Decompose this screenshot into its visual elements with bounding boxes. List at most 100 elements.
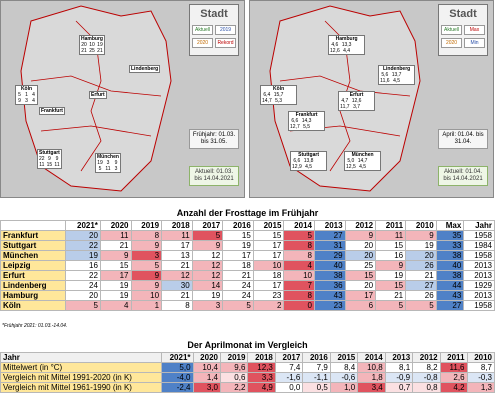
- table-cell: 8: [283, 250, 315, 261]
- table-cell: 29: [313, 250, 346, 261]
- table-cell: 4: [283, 260, 315, 271]
- header-name: [0, 220, 67, 231]
- city-box-stuttgart: Stuttgart 6,6 13,8 12,9 4,5: [290, 151, 328, 171]
- table-cell: 8,4: [329, 362, 359, 373]
- table-cell: 0: [283, 300, 315, 311]
- city-box-muenchen: München 19 3 9 5 11 3: [95, 153, 121, 173]
- row-label: Mittelwert (in °C): [0, 362, 163, 373]
- table-cell: -0,8: [412, 372, 441, 383]
- header-col: 2013: [313, 220, 346, 231]
- row-label: Vergleich mit Mittel 1961-1990 (in K): [0, 382, 163, 393]
- info-current: Aktuell: 01.04. bis 14.04.2021: [438, 166, 488, 187]
- table-cell: 8,1: [384, 362, 414, 373]
- table-cell: 16: [65, 260, 101, 271]
- table-cell: 18: [252, 270, 285, 281]
- table-cell: 20: [344, 250, 377, 261]
- table-cell: 3: [191, 300, 224, 311]
- table2-title: Der Aprilmonat im Vergleich: [187, 340, 308, 350]
- table-cell: 40: [313, 260, 346, 271]
- table-cell: 30: [161, 280, 193, 291]
- table-cell: 35: [435, 230, 465, 241]
- table-row: Hamburg 20 19 10 21 19 24 23 8 43 17 21 26 43 2013: [0, 290, 495, 301]
- table-cell: 24: [222, 290, 254, 301]
- table-cell: 8,2: [412, 362, 441, 373]
- table-cell: 5,0: [161, 362, 194, 373]
- city-box-frankfurt: Frankfurt: [39, 107, 65, 115]
- table-cell: 9: [405, 230, 437, 241]
- table-cell: 7,4: [274, 362, 304, 373]
- table-row: Leipzig 16 15 5 21 12 18 10 4 40 25 9 26 40 2013: [0, 260, 495, 271]
- table-cell: 20: [65, 230, 101, 241]
- city-name: Erfurt: [0, 270, 67, 281]
- map-panel-left: Stadt Aktuell 2019 2020 Rekord Frühjahr:…: [0, 0, 245, 198]
- table-cell: 1,0: [329, 382, 359, 393]
- table-cell: 15: [375, 280, 407, 291]
- table-cell: 9,6: [219, 362, 249, 373]
- table-cell: 12: [191, 250, 224, 261]
- table-cell: 0,6: [219, 372, 249, 383]
- legend-cell: Aktuell: [192, 25, 213, 35]
- city-box-muenchen: München 5,0 14,7 12,5 4,5: [344, 151, 382, 171]
- table-row: München 19 9 3 13 12 17 17 8 29 20 16 20 38 1958: [0, 250, 495, 261]
- header-col: 2015: [329, 352, 359, 363]
- table-cell: 11: [161, 230, 193, 241]
- table-cell: 12: [161, 270, 193, 281]
- table-cell: 44: [435, 280, 465, 291]
- table-cell: 21: [222, 270, 254, 281]
- table-cell: 5: [375, 300, 407, 311]
- table-cell: 8: [161, 300, 193, 311]
- table-cell: 19: [375, 270, 407, 281]
- table-cell: 5: [222, 300, 254, 311]
- table-cell: 19: [191, 290, 224, 301]
- city-box-lindenberg: Lindenberg 5,6 13,7 11,6 4,5: [378, 65, 416, 85]
- table-cell: 15: [344, 270, 377, 281]
- table-cell: 16: [375, 250, 407, 261]
- table-cell: 27: [435, 300, 465, 311]
- table-cell: 17: [222, 250, 254, 261]
- table-cell: 1,3: [466, 382, 495, 393]
- table-cell: 15: [252, 230, 285, 241]
- table-cell: 5: [191, 230, 224, 241]
- table-cell: 3: [130, 250, 163, 261]
- table-cell: 3,4: [357, 382, 386, 393]
- table-cell: 21: [99, 240, 132, 251]
- legend-cell: Max: [464, 25, 485, 35]
- header-col: 2017: [191, 220, 224, 231]
- header-col: 2017: [274, 352, 304, 363]
- table-cell: 1: [130, 300, 163, 311]
- header-col: 2010: [466, 352, 495, 363]
- header-col: 2018: [247, 352, 276, 363]
- table-cell: 9: [375, 260, 407, 271]
- table-cell: 2: [252, 300, 285, 311]
- map-panel-right: Stadt Aktuell Max 2020 Min April: 01.04.…: [249, 0, 494, 198]
- table-cell: 10: [252, 260, 285, 271]
- table-cell: 2013: [463, 270, 495, 281]
- april-comparison-table: Jahr 2021* 2020 2019 2018 2017 2016 2015 2014 201…: [0, 352, 495, 393]
- table-cell: 10: [283, 270, 315, 281]
- table-cell: -0,9: [384, 372, 414, 383]
- header-col: Jahr: [463, 220, 495, 231]
- header-col: 2011: [375, 220, 407, 231]
- header-col: 2021*: [161, 352, 194, 363]
- city-box-koeln: Köln 6,4 15,7 14,7 5,3: [260, 85, 298, 105]
- table-cell: 5: [65, 300, 101, 311]
- table-cell: 27: [405, 280, 437, 291]
- table-cell: 10: [130, 290, 163, 301]
- table-cell: 0,0: [274, 382, 304, 393]
- header-col: 2014: [357, 352, 386, 363]
- table-cell: 9: [130, 280, 163, 291]
- table-cell: 24: [65, 280, 101, 291]
- table-cell: -4,0: [161, 372, 194, 383]
- header-col: 2019: [130, 220, 163, 231]
- table1-footnote: *Frühjahr 2021: 01.03.-14.04.: [2, 323, 68, 329]
- table-cell: 17: [344, 290, 377, 301]
- header-col: 2012: [344, 220, 377, 231]
- table-cell: 20: [65, 290, 101, 301]
- table-cell: 21: [161, 290, 193, 301]
- table-cell: 23: [252, 290, 285, 301]
- table-cell: 13: [161, 250, 193, 261]
- table-cell: -1,6: [274, 372, 304, 383]
- header-col: 2016: [222, 220, 254, 231]
- table-cell: 20: [405, 250, 437, 261]
